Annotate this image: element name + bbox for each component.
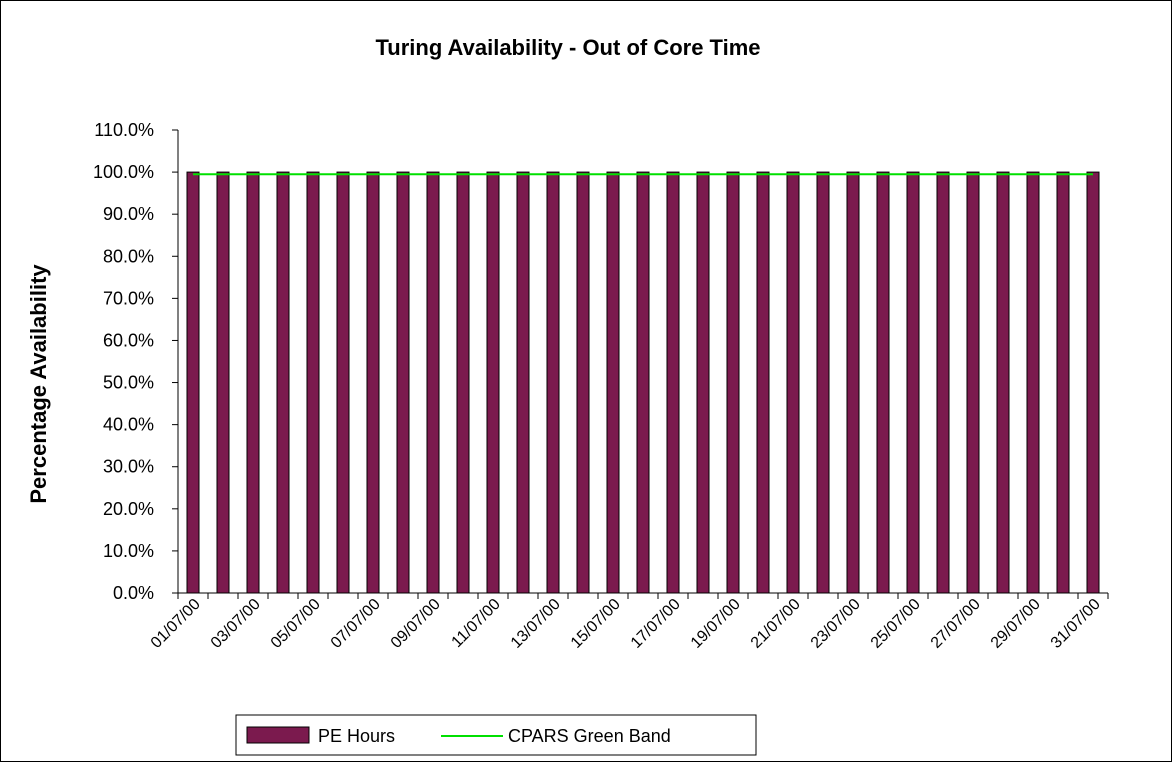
x-tick-label: 07/07/00 bbox=[328, 596, 384, 652]
bar-pe-hours bbox=[756, 171, 770, 594]
bar-pe-hours bbox=[726, 171, 740, 594]
bar-pe-hours bbox=[636, 171, 650, 594]
bar-pe-hours bbox=[996, 171, 1010, 594]
y-tick-label: 80.0% bbox=[103, 246, 154, 266]
legend-swatch-pe-hours bbox=[246, 726, 310, 744]
bar-pe-hours bbox=[486, 171, 500, 594]
bar-pe-hours bbox=[456, 171, 470, 594]
legend: PE Hours CPARS Green Band bbox=[235, 714, 757, 756]
x-tick-label: 25/07/00 bbox=[868, 596, 924, 652]
x-tick-label: 13/07/00 bbox=[508, 596, 564, 652]
y-tick-label: 0.0% bbox=[113, 583, 154, 603]
x-tick-label: 27/07/00 bbox=[928, 596, 984, 652]
chart-title: Turing Availability - Out of Core Time bbox=[375, 35, 760, 60]
x-tick-label: 19/07/00 bbox=[688, 596, 744, 652]
x-tick-label: 09/07/00 bbox=[388, 596, 444, 652]
bar-pe-hours bbox=[906, 171, 920, 594]
bar-pe-hours bbox=[546, 171, 560, 594]
bar-pe-hours bbox=[336, 171, 350, 594]
x-tick-label: 31/07/00 bbox=[1048, 596, 1104, 652]
bar-pe-hours bbox=[1086, 171, 1100, 594]
y-tick-label: 20.0% bbox=[103, 499, 154, 519]
x-tick-label: 23/07/00 bbox=[808, 596, 864, 652]
y-tick-label: 50.0% bbox=[103, 373, 154, 393]
y-tick-label: 90.0% bbox=[103, 204, 154, 224]
bar-pe-hours bbox=[516, 171, 530, 594]
legend-label-cpars-green-band: CPARS Green Band bbox=[508, 726, 671, 746]
bar-pe-hours bbox=[786, 171, 800, 594]
x-tick-label: 15/07/00 bbox=[568, 596, 624, 652]
x-tick-label: 21/07/00 bbox=[748, 596, 804, 652]
x-tick-label: 29/07/00 bbox=[988, 596, 1044, 652]
bar-pe-hours bbox=[606, 171, 620, 594]
bar-pe-hours bbox=[276, 171, 290, 594]
y-axis-label: Percentage Availability bbox=[26, 264, 51, 504]
bar-pe-hours bbox=[876, 171, 890, 594]
y-tick-label: 110.0% bbox=[94, 120, 154, 140]
y-tick-label: 60.0% bbox=[103, 330, 154, 350]
x-tick-label: 01/07/00 bbox=[148, 596, 204, 652]
x-tick-label: 05/07/00 bbox=[268, 596, 324, 652]
y-tick-label: 40.0% bbox=[103, 415, 154, 435]
bar-pe-hours bbox=[666, 171, 680, 594]
bar-pe-hours bbox=[396, 171, 410, 594]
x-tick-label: 17/07/00 bbox=[628, 596, 684, 652]
legend-label-pe-hours: PE Hours bbox=[318, 726, 395, 746]
bar-pe-hours bbox=[246, 171, 260, 594]
bar-pe-hours bbox=[936, 171, 950, 594]
bar-pe-hours bbox=[1026, 171, 1040, 594]
bar-pe-hours bbox=[426, 171, 440, 594]
bar-pe-hours bbox=[1056, 171, 1070, 594]
bar-pe-hours bbox=[366, 171, 380, 594]
x-tick-label: 11/07/00 bbox=[449, 596, 504, 651]
bar-pe-hours bbox=[966, 171, 980, 594]
plot-area: 0.0% 10.0% 20.0% 30.0% 40.0% 50.0% 60.0% 70.0% 8… bbox=[93, 120, 1109, 652]
y-tick-label: 100.0% bbox=[93, 162, 154, 182]
bar-pe-hours bbox=[216, 171, 230, 594]
x-tick-label: 03/07/00 bbox=[208, 596, 264, 652]
y-tick-label: 70.0% bbox=[103, 288, 154, 308]
bar-pe-hours bbox=[306, 171, 320, 594]
bar-pe-hours bbox=[186, 171, 200, 594]
y-tick-label: 10.0% bbox=[103, 541, 154, 561]
bar-pe-hours bbox=[816, 171, 830, 594]
y-tick-label: 30.0% bbox=[103, 457, 154, 477]
bar-pe-hours bbox=[576, 171, 590, 594]
bar-pe-hours bbox=[696, 171, 710, 594]
bar-pe-hours bbox=[846, 171, 860, 594]
